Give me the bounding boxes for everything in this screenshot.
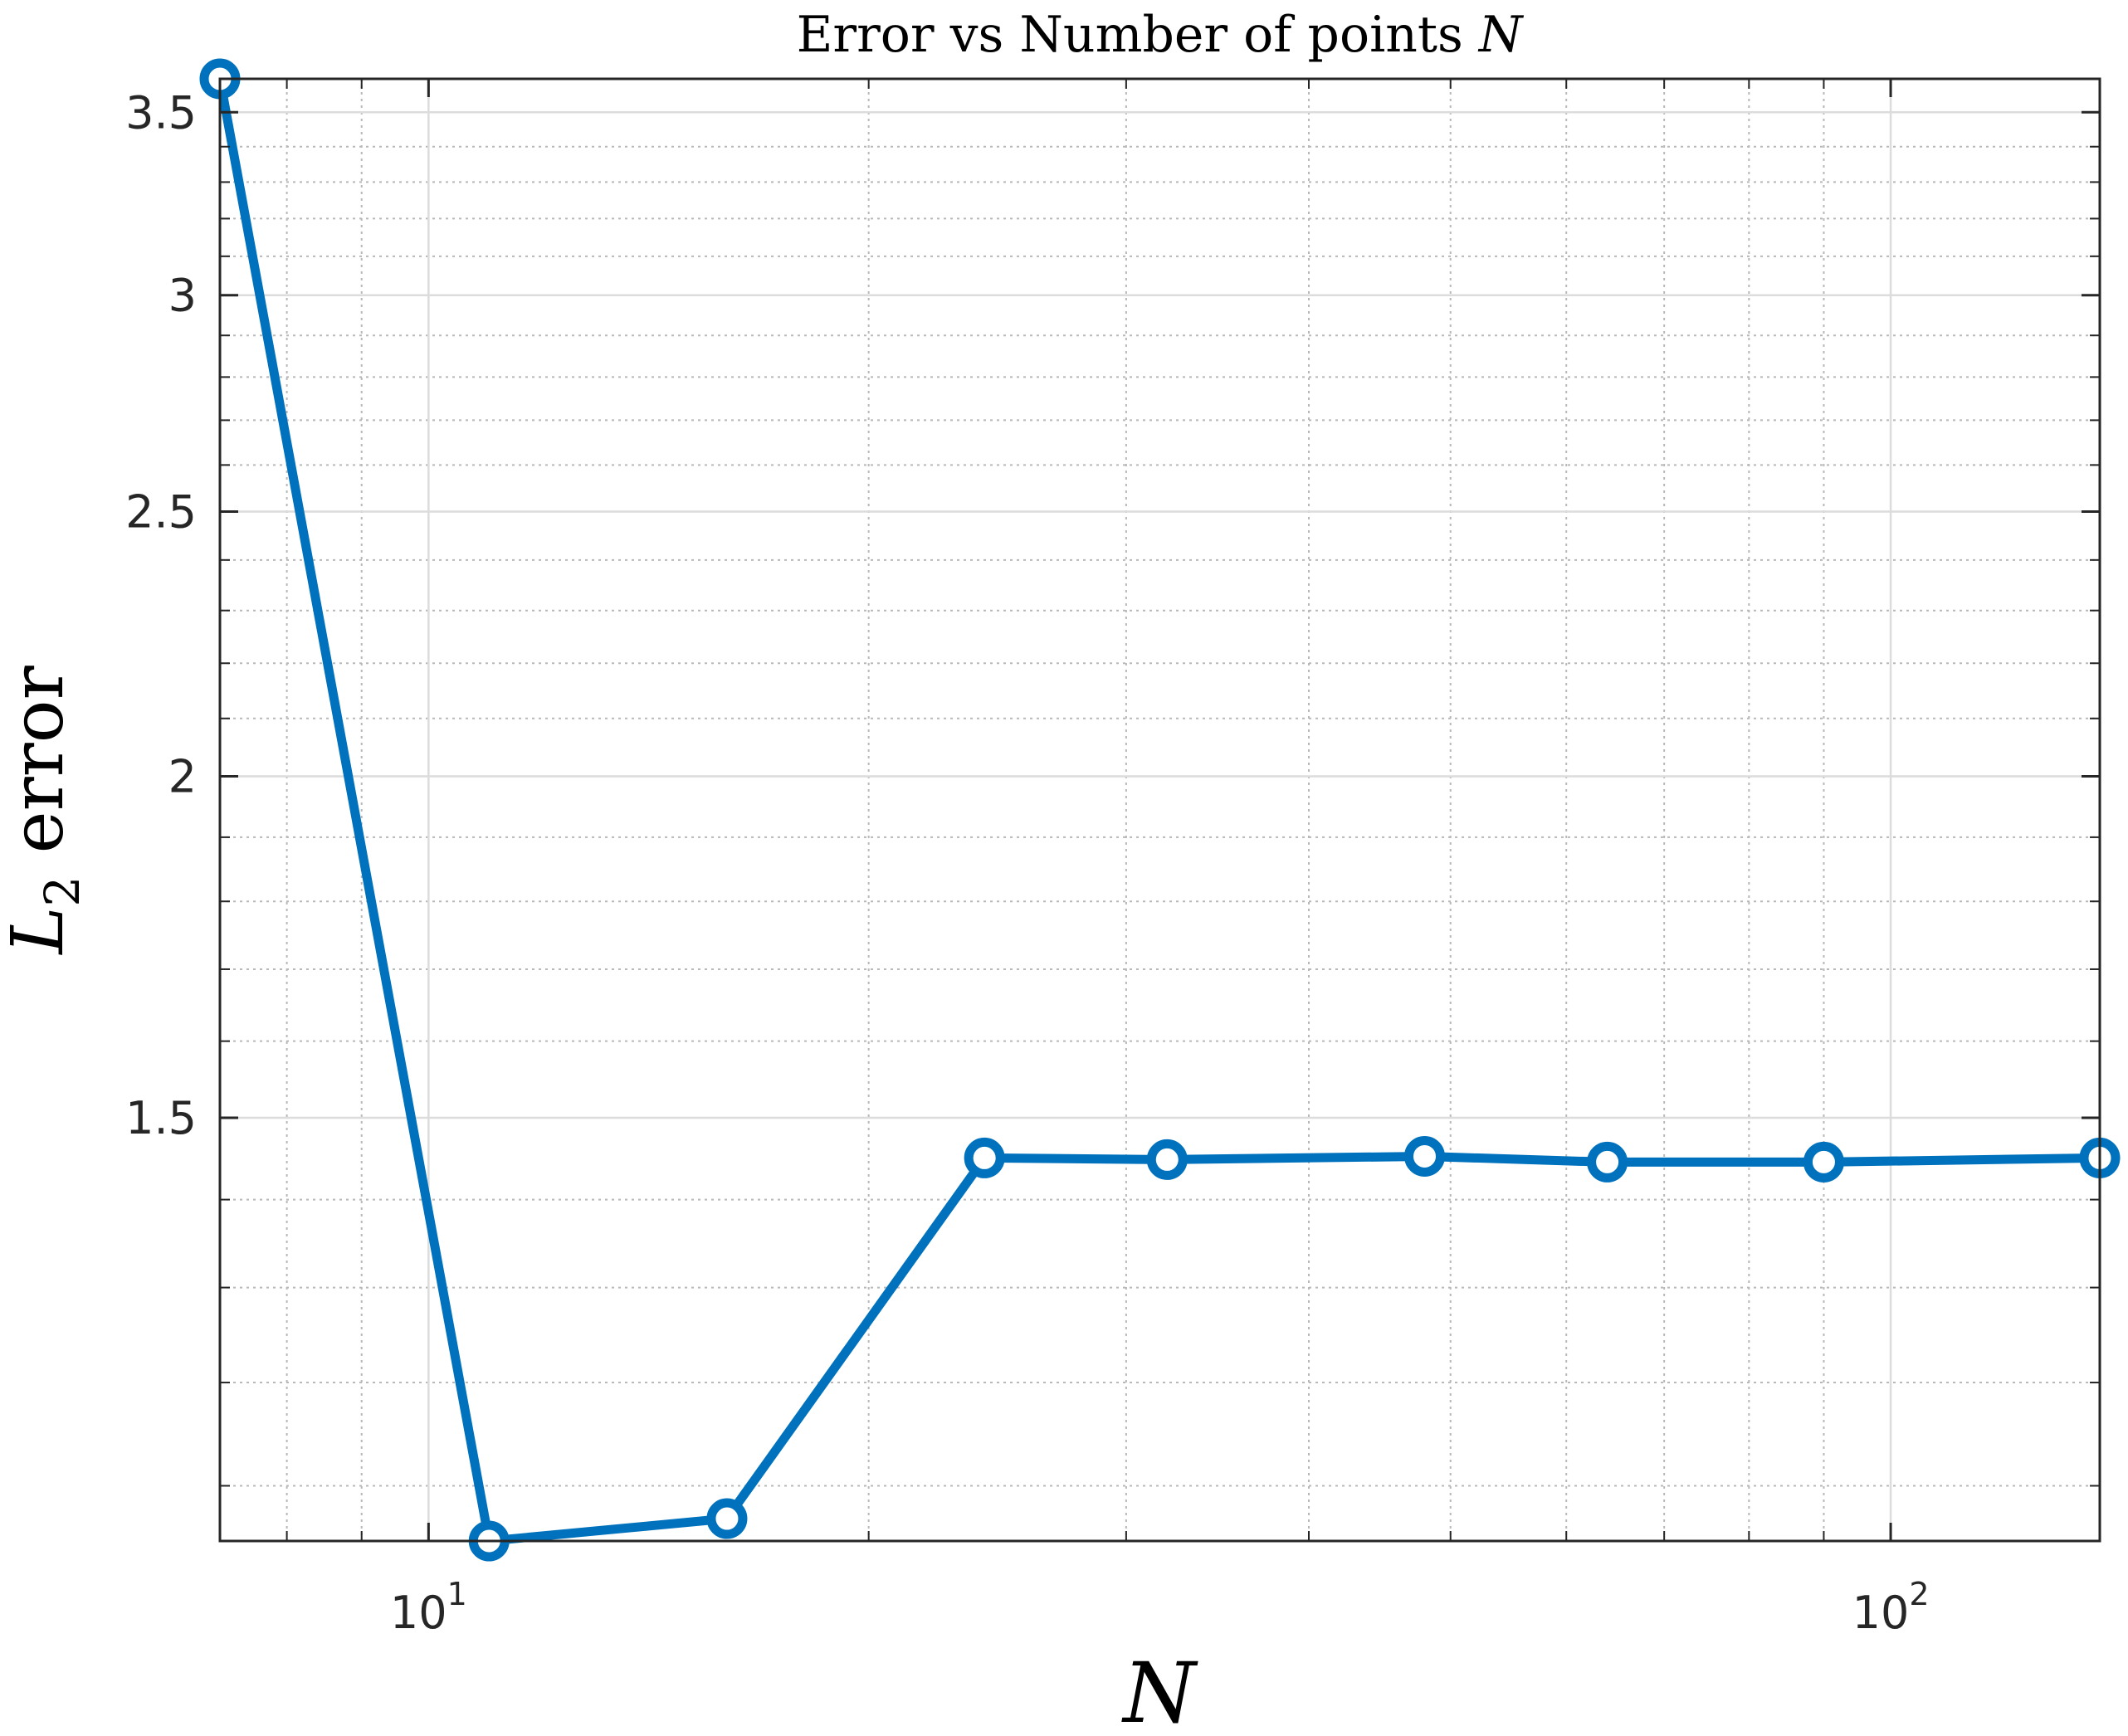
chart-title-text: Error vs Number of points [797, 6, 1479, 64]
y-axis-label: L2 error [0, 665, 90, 955]
x-tick-label-base: 10 [1852, 1587, 1910, 1639]
data-point [1803, 1141, 1844, 1183]
x-tick-label: 101 [390, 1576, 467, 1639]
data-point [964, 1137, 1005, 1178]
data-point [1146, 1139, 1188, 1180]
data-point [706, 1498, 748, 1539]
y-tick-label: 3.5 [125, 86, 197, 139]
x-axis-label: N [1121, 1645, 1198, 1736]
x-tick-label-exponent: 1 [447, 1576, 467, 1612]
y-tick-label: 2.5 [125, 485, 197, 538]
y-axis-label-variable: L [0, 907, 80, 956]
x-tick-label-base: 10 [390, 1587, 447, 1639]
x-tick-label: 102 [1852, 1576, 1930, 1639]
y-tick-label: 1.5 [125, 1092, 197, 1144]
y-axis-label-text: error [0, 665, 80, 875]
major-grid [220, 79, 2100, 1541]
x-tick-label-exponent: 2 [1909, 1576, 1929, 1612]
y-tick-label: 2 [168, 751, 197, 803]
data-point [1587, 1141, 1628, 1183]
chart-title: Error vs Number of points N [797, 6, 1525, 64]
y-tick-label: 3 [168, 270, 197, 322]
chart-title-variable: N [1477, 6, 1525, 64]
ticks-layer [220, 78, 2100, 1541]
y-axis-label-subscript: 2 [34, 876, 90, 907]
plot-frame [218, 77, 2101, 1543]
data-point [1403, 1135, 1445, 1177]
plot-area [220, 79, 2100, 1541]
